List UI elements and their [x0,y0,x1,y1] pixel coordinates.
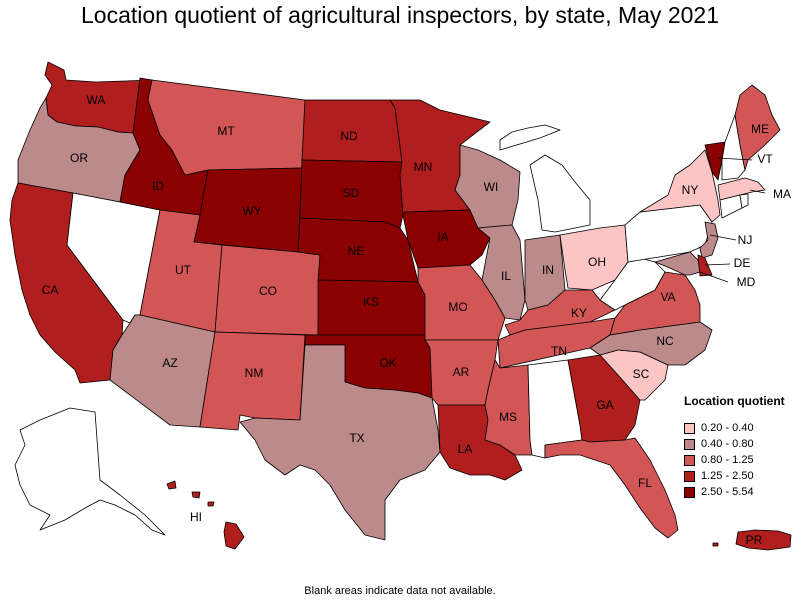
state-ME[interactable] [734,84,781,171]
label-MT: MT [217,124,235,138]
state-DE[interactable] [697,254,713,277]
label-WA: WA [87,93,106,107]
label-ND: ND [340,129,358,143]
state-MS[interactable] [484,359,533,456]
legend-label: 1.25 - 2.50 [701,470,754,482]
label-TX: TX [349,431,364,445]
state-AK[interactable] [14,407,166,536]
label-NY: NY [682,183,699,197]
legend-label: 0.40 - 0.80 [701,438,754,450]
legend-item: 2.50 - 5.54 [684,484,794,500]
state-IL[interactable] [477,224,526,321]
label-HI: HI [190,510,202,524]
label-MO: MO [448,300,467,314]
map-legend: Location quotient 0.20 - 0.40 0.40 - 0.8… [684,394,794,500]
label-IA: IA [437,230,448,244]
label-CO: CO [259,284,277,298]
state-VT[interactable] [704,141,726,181]
legend-item: 0.20 - 0.40 [684,420,794,436]
map-title: Location quotient of agricultural inspec… [81,2,719,28]
label-GA: GA [596,398,613,412]
state-MD[interactable] [654,251,701,276]
label-IN: IN [542,263,554,277]
legend-label: 2.50 - 5.54 [701,486,754,498]
label-DE: DE [734,256,751,270]
label-KY: KY [571,306,587,320]
state-MI[interactable] [499,124,591,233]
label-MS: MS [499,410,517,424]
callout-lines [699,157,766,283]
state-RI[interactable] [739,193,749,209]
label-SD: SD [343,186,360,200]
label-AR: AR [453,365,470,379]
label-MA: MA [773,187,791,201]
label-ME: ME [751,122,769,136]
label-VT: VT [757,152,773,166]
state-AZ[interactable] [109,314,216,428]
label-OK: OK [379,356,396,370]
state-labels: WA OR CA ID MT WY UT CO AZ NM ND SD NE K… [42,93,791,547]
label-AZ: AZ [162,356,177,370]
label-NE: NE [348,244,365,258]
legend-item: 1.25 - 2.50 [684,468,794,484]
state-NJ[interactable] [699,221,719,259]
label-KS: KS [363,295,379,309]
legend-label: 0.80 - 1.25 [701,454,754,466]
label-NJ: NJ [738,233,753,247]
legend-item: 0.80 - 1.25 [684,452,794,468]
label-VA: VA [660,290,675,304]
legend-swatch [684,486,695,498]
label-ID: ID [152,179,164,193]
label-TN: TN [551,344,567,358]
state-FL[interactable] [544,437,679,539]
label-IL: IL [501,269,511,283]
legend-item: 0.40 - 0.80 [684,436,794,452]
label-OH: OH [588,255,606,269]
label-WY: WY [242,204,261,218]
legend-swatch [684,438,695,450]
state-NM[interactable] [199,331,306,431]
state-IA[interactable] [402,209,491,269]
label-OR: OR [70,151,88,165]
state-PA[interactable] [624,204,713,263]
legend-title: Location quotient [684,394,785,408]
label-WI: WI [484,180,499,194]
label-CA: CA [42,283,59,297]
legend-swatch [684,422,695,434]
label-NC: NC [656,334,674,348]
label-LA: LA [458,442,473,456]
state-WV[interactable] [599,257,666,311]
legend-swatch [684,470,695,482]
label-FL: FL [638,476,652,490]
label-NM: NM [245,366,264,380]
label-SC: SC [633,367,650,381]
state-TX[interactable] [239,344,441,541]
state-HI[interactable] [166,480,245,550]
footnote: Blank areas indicate data not available. [304,585,496,597]
legend-swatch [684,454,695,466]
label-PR: PR [746,533,763,547]
label-MD: MD [737,275,756,289]
label-MN: MN [414,160,433,174]
state-MO[interactable] [417,264,506,341]
legend-label: 0.20 - 0.40 [701,422,754,434]
label-UT: UT [175,263,192,277]
state-PR[interactable] [712,529,792,551]
